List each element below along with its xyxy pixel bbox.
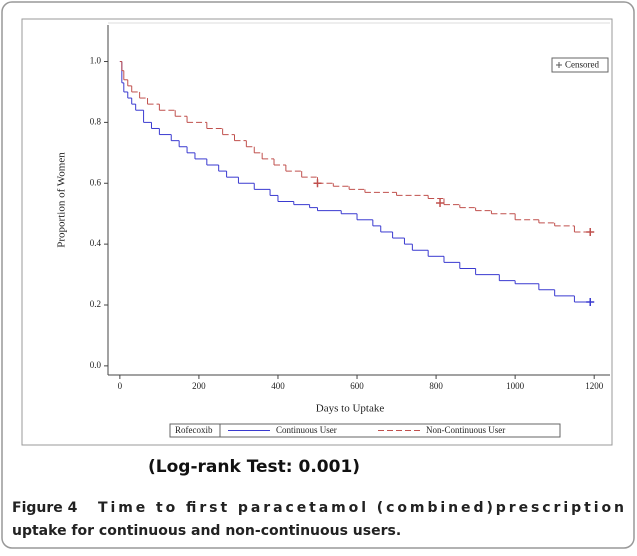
legend-title: Rofecoxib [175,425,213,435]
caption-text: uptake for continuous and non-continuous… [12,523,401,539]
y-tick-label: 0.6 [90,177,102,187]
legend-label: Non-Continuous User [426,425,505,435]
y-tick-label: 0.2 [90,299,101,309]
censor-mark [586,227,595,236]
y-tick-label: 1.0 [90,56,102,66]
y-tick-label: 0.8 [90,116,102,126]
legend-label: Continuous User [276,425,337,435]
x-tick-label: 200 [192,381,206,391]
y-axis-label: Proportion of Women [56,152,68,248]
x-tick-label: 1200 [585,381,604,391]
y-tick-label: 0.0 [90,360,102,370]
censor-mark [586,297,595,306]
x-tick-label: 800 [429,381,443,391]
annotation: (Log-rank Test: 0.001) [148,457,360,477]
x-tick-label: 0 [118,381,123,391]
chart-frame [21,18,613,446]
censored-legend [551,57,609,73]
censor-mark [313,179,322,188]
x-tick-label: 1000 [506,381,525,391]
y-tick-label: 0.4 [90,238,102,248]
x-tick-label: 600 [350,381,364,391]
caption-label: Figure 4 [12,500,78,516]
x-axis-label: Days to Uptake [316,403,385,415]
censored-legend-label: Censored [565,60,599,70]
x-tick-label: 400 [271,381,285,391]
censor-mark [436,199,445,208]
legend [169,423,561,438]
caption-text: Time to first paracetamol (combined)pres… [98,500,624,516]
